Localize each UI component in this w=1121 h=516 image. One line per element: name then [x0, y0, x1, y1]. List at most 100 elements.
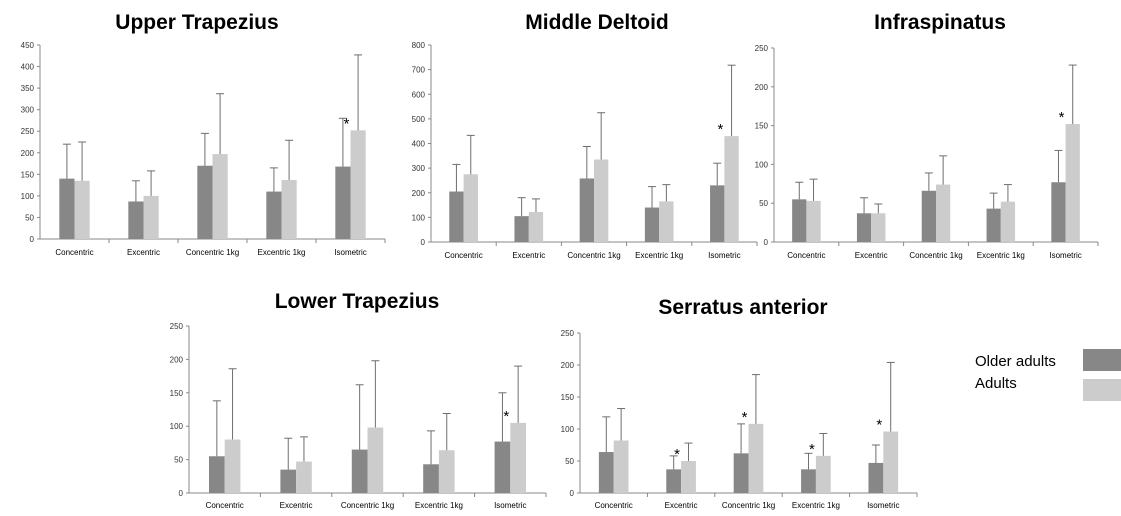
- bar-older-adults-isometric: [335, 166, 351, 239]
- bar-older-adults-excentric: [856, 213, 872, 242]
- y-tick-label: 100: [755, 160, 769, 169]
- x-category-label: Isometric: [494, 501, 526, 510]
- chart-title: Upper Trapezius: [115, 11, 278, 34]
- y-tick-label: 0: [764, 238, 769, 247]
- bar-older-adults-concentric: [208, 456, 225, 493]
- bar-adults-isometric: [724, 136, 739, 242]
- y-tick-label: 200: [755, 83, 769, 92]
- bar-older-adults-excentric-1kg: [986, 208, 1001, 242]
- x-category-label: Excentric: [855, 251, 888, 260]
- bar-older-adults-excentric: [666, 469, 682, 493]
- significance-star: *: [1059, 109, 1065, 126]
- y-tick-label: 350: [21, 84, 35, 93]
- bar-adults-excentric-1kg: [281, 179, 297, 239]
- legend: Older adults Adults: [975, 349, 1121, 401]
- y-tick-label: 250: [21, 127, 35, 136]
- bar-older-adults-excentric: [280, 469, 297, 493]
- significance-star: *: [344, 115, 350, 132]
- y-tick-label: 800: [412, 41, 426, 50]
- chart-title: Lower Trapezius: [275, 290, 440, 313]
- y-tick-label: 150: [170, 389, 184, 398]
- chart-title: Infraspinatus: [874, 11, 1006, 34]
- bar-older-adults-excentric-1kg: [266, 191, 282, 239]
- bar-older-adults-excentric-1kg: [801, 469, 816, 493]
- x-category-label: Concentric 1kg: [186, 248, 239, 257]
- x-category-label: Concentric: [444, 251, 482, 260]
- y-tick-label: 450: [21, 41, 35, 50]
- charts-group: Upper Trapezius 0 50 100 150 200 250 300 350 400 4…: [21, 11, 1099, 510]
- significance-star: *: [717, 121, 723, 138]
- x-category-label: Isometric: [708, 251, 740, 260]
- x-category-label: Concentric 1kg: [567, 251, 620, 260]
- bar-adults-concentric-1kg: [594, 159, 609, 242]
- chart-lower-trapezius: Lower Trapezius 0 50 100 150 200 250 Concentric…: [170, 290, 547, 510]
- chart-upper-trapezius: Upper Trapezius 0 50 100 150 200 250 300 350 400 4…: [21, 11, 386, 257]
- bar-adults-excentric: [296, 461, 312, 493]
- bar-adults-isometric: [510, 422, 527, 493]
- y-tick-label: 700: [412, 66, 426, 75]
- legend-label-older-adults: Older adults: [975, 353, 1056, 370]
- bar-older-adults-isometric: [868, 462, 884, 493]
- bar-adults-excentric-1kg: [1000, 201, 1016, 242]
- y-tick-label: 50: [174, 456, 183, 465]
- significance-star: *: [674, 446, 680, 463]
- legend-label-adults: Adults: [975, 375, 1017, 392]
- chart-middle-deltoid: Middle Deltoid 0 100 200 300 400 500 600 700 800 C…: [412, 11, 758, 260]
- x-category-label: Concentric: [206, 501, 244, 510]
- bar-adults-concentric: [74, 180, 90, 239]
- y-tick-label: 100: [21, 192, 35, 201]
- significance-star: *: [809, 441, 815, 458]
- y-tick-label: 250: [755, 44, 769, 53]
- x-category-label: Concentric 1kg: [722, 501, 775, 510]
- y-tick-label: 0: [421, 238, 426, 247]
- x-category-label: Concentric 1kg: [909, 251, 962, 260]
- y-tick-label: 50: [759, 199, 768, 208]
- bar-older-adults-concentric-1kg: [921, 190, 936, 242]
- bar-older-adults-isometric: [710, 185, 725, 242]
- bar-older-adults-concentric-1kg: [733, 453, 749, 493]
- bar-older-adults-isometric: [1051, 182, 1066, 242]
- bar-adults-excentric: [528, 211, 544, 242]
- bar-older-adults-isometric: [494, 441, 511, 493]
- x-category-label: Isometric: [334, 248, 366, 257]
- y-tick-label: 250: [561, 329, 575, 338]
- bar-adults-concentric: [806, 200, 821, 242]
- y-tick-label: 200: [561, 361, 575, 370]
- bar-adults-concentric: [613, 440, 629, 493]
- y-tick-label: 150: [561, 393, 575, 402]
- bar-adults-isometric: [883, 431, 899, 493]
- bar-adults-isometric: [1065, 124, 1080, 242]
- bar-adults-isometric: [350, 130, 366, 239]
- y-tick-label: 400: [412, 140, 426, 149]
- x-category-label: Isometric: [1049, 251, 1081, 260]
- x-category-label: Excentric: [280, 501, 313, 510]
- bar-older-adults-concentric: [59, 178, 75, 239]
- x-category-label: Excentric: [665, 501, 698, 510]
- bar-older-adults-excentric: [128, 201, 144, 239]
- bar-adults-excentric: [871, 213, 886, 242]
- legend-swatch-adults: [1083, 379, 1121, 401]
- y-tick-label: 50: [25, 213, 34, 222]
- x-category-label: Concentric: [595, 501, 633, 510]
- bar-adults-concentric-1kg: [367, 427, 384, 493]
- x-category-label: Excentric 1kg: [792, 501, 840, 510]
- bar-older-adults-concentric-1kg: [579, 178, 594, 242]
- y-tick-label: 200: [170, 355, 184, 364]
- y-tick-label: 250: [170, 322, 184, 331]
- bar-adults-excentric-1kg: [659, 201, 674, 242]
- chart-title: Serratus anterior: [658, 296, 827, 319]
- y-tick-label: 200: [21, 149, 35, 158]
- y-tick-label: 50: [565, 457, 574, 466]
- bar-adults-excentric-1kg: [438, 450, 455, 493]
- x-category-label: Excentric 1kg: [635, 251, 683, 260]
- y-tick-label: 300: [21, 106, 35, 115]
- bar-adults-concentric: [463, 174, 478, 242]
- y-tick-label: 0: [30, 235, 35, 244]
- significance-star: *: [742, 409, 748, 426]
- x-category-label: Excentric: [127, 248, 160, 257]
- chart-title: Middle Deltoid: [525, 11, 669, 34]
- x-category-label: Isometric: [867, 501, 899, 510]
- bar-older-adults-excentric-1kg: [423, 464, 439, 493]
- bar-older-adults-concentric-1kg: [351, 449, 368, 493]
